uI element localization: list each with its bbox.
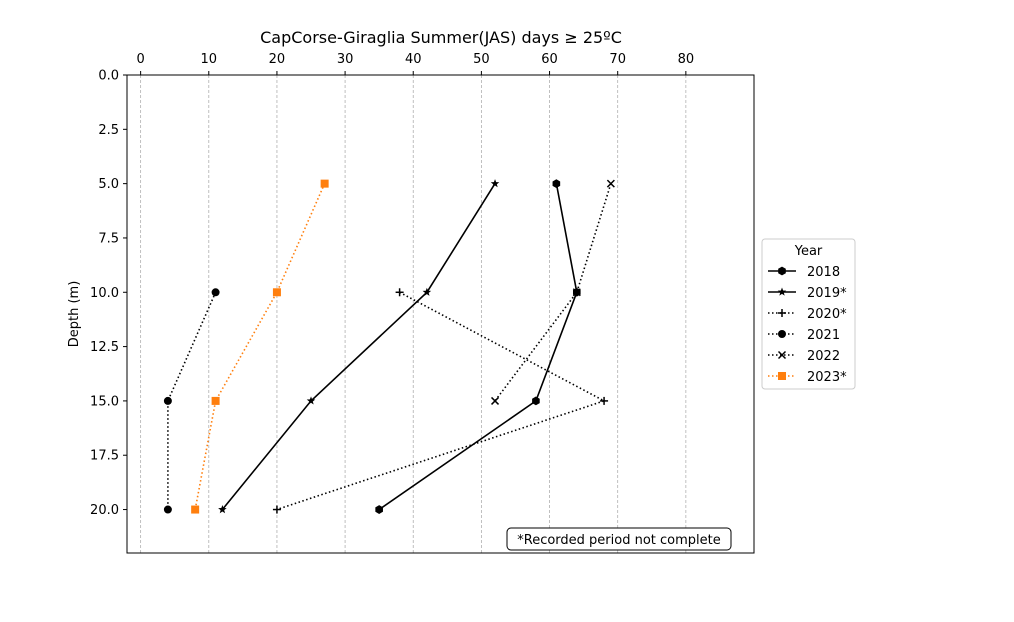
x-tick-label: 10 <box>201 52 218 67</box>
data-point <box>272 288 281 297</box>
legend-marker <box>777 350 787 360</box>
y-tick-label: 12.5 <box>90 340 119 355</box>
x-tick-label: 30 <box>337 52 354 67</box>
data-point <box>218 505 227 514</box>
y-tick-label: 2.5 <box>98 123 119 138</box>
series-2022 <box>490 179 615 405</box>
x-tick-label: 70 <box>609 52 626 67</box>
data-point <box>532 396 540 406</box>
y-tick-label: 20.0 <box>90 503 119 518</box>
data-point <box>163 505 172 514</box>
series-2019 <box>218 179 500 514</box>
data-point <box>490 396 500 405</box>
data-point <box>572 288 581 297</box>
data-point <box>211 396 220 405</box>
series-line <box>221 183 496 511</box>
legend-entry: 2023* <box>768 370 847 385</box>
data-point <box>191 505 200 514</box>
y-tick-label: 15.0 <box>90 394 119 409</box>
legend-marker <box>778 330 786 338</box>
data-point <box>490 179 500 188</box>
y-tick-label: 0.0 <box>98 69 119 84</box>
legend-marker <box>778 309 786 317</box>
y-axis-label: Depth (m) <box>67 281 82 348</box>
legend-label: 2021 <box>807 328 840 343</box>
data-point <box>422 287 432 296</box>
legend-marker <box>778 266 786 276</box>
x-axis: 0 10 20 30 40 50 60 70 80 <box>136 52 694 75</box>
series-line <box>276 291 607 511</box>
legend-marker <box>778 372 786 380</box>
x-tick-label: 40 <box>405 52 422 67</box>
series-2018 <box>375 179 581 514</box>
legend: Year 2018 2019* 2020* 2021 2022 2023* <box>761 238 856 390</box>
data-point <box>163 396 172 405</box>
legend-label: 2023* <box>807 370 847 385</box>
x-tick-label: 50 <box>473 52 490 67</box>
legend-label: 2018 <box>807 265 840 280</box>
legend-items: 2018 2019* 2020* 2021 2022 2023* <box>768 265 847 385</box>
annotation-text: *Recorded period not complete <box>517 533 721 548</box>
legend-label: 2019* <box>807 286 847 301</box>
legend-label: 2022 <box>807 349 840 364</box>
data-point <box>211 288 220 297</box>
data-point <box>320 179 329 188</box>
series-layer <box>163 179 615 514</box>
legend-title: Year <box>794 244 823 259</box>
series-line <box>378 183 578 511</box>
legend-entry: 2021 <box>768 328 840 343</box>
series-line <box>494 183 612 402</box>
data-point <box>552 179 561 189</box>
legend-label: 2020* <box>807 307 847 322</box>
data-point <box>395 288 404 297</box>
grid-lines <box>140 75 687 553</box>
data-point <box>600 396 609 405</box>
series-line <box>194 183 326 510</box>
data-point <box>272 505 281 514</box>
series-2023 <box>191 179 329 514</box>
legend-entry: 2022 <box>768 349 840 364</box>
y-tick-label: 7.5 <box>98 231 119 246</box>
series-2020 <box>272 288 609 514</box>
legend-entry: 2018 <box>768 265 840 280</box>
chart-title: CapCorse-Giraglia Summer(JAS) days ≥ 25º… <box>260 28 622 47</box>
series-2021 <box>163 288 220 514</box>
annotation-box: *Recorded period not complete <box>506 527 732 551</box>
y-axis: 0.0 2.5 5.0 7.5 10.0 12.5 15.0 17.5 20.0 <box>90 69 127 518</box>
x-tick-label: 80 <box>678 52 695 67</box>
data-point <box>606 179 615 188</box>
annotation-frame <box>506 527 732 551</box>
legend-marker <box>777 287 787 296</box>
legend-entry: 2020* <box>768 307 847 322</box>
x-tick-label: 60 <box>541 52 558 67</box>
legend-entry: 2019* <box>768 286 847 301</box>
data-point <box>375 505 383 514</box>
y-tick-label: 5.0 <box>98 177 119 192</box>
plot-frame <box>126 74 755 554</box>
x-tick-label: 20 <box>269 52 286 67</box>
data-point <box>306 396 316 405</box>
x-tick-label: 0 <box>136 52 144 67</box>
y-tick-label: 10.0 <box>90 286 119 301</box>
y-tick-label: 17.5 <box>90 449 119 464</box>
